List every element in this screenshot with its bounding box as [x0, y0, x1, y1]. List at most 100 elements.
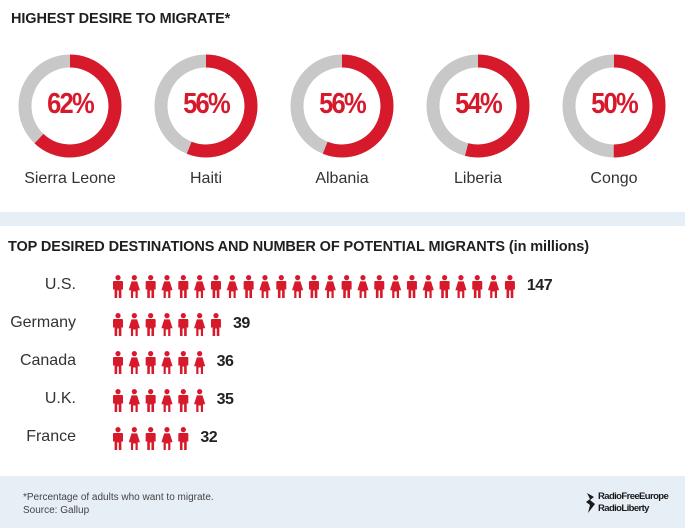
- pictogram-bar-3: [112, 389, 206, 413]
- person-icon: [194, 275, 206, 298]
- person-icon: [308, 275, 319, 298]
- donut-country-label: Sierra Leone: [24, 170, 116, 187]
- donut-arc-1: [154, 54, 258, 158]
- destination-label: France: [26, 428, 76, 445]
- donut-ring: [154, 54, 258, 158]
- donut-ring: [426, 54, 530, 158]
- migrant-count-label: 32: [200, 429, 218, 446]
- person-icon: [161, 427, 173, 450]
- person-icon: [341, 275, 352, 298]
- logo-text-line1: RadioFreeEurope: [598, 491, 669, 502]
- destination-label: U.S.: [44, 276, 76, 293]
- donut-country-label: Haiti: [189, 170, 222, 187]
- person-icon: [128, 275, 140, 298]
- donut-section-title: HIGHEST DESIRE TO MIGRATE*: [11, 11, 231, 27]
- rferl-logo: RadioFreeEurope RadioLiberty: [585, 489, 675, 521]
- person-icon: [145, 389, 156, 412]
- person-icon: [439, 275, 450, 298]
- person-icon: [128, 351, 140, 374]
- donut-2: 56%: [290, 54, 394, 158]
- person-icon: [194, 313, 206, 336]
- person-icon: [128, 427, 140, 450]
- person-icon: [259, 275, 271, 298]
- person-icon: [178, 275, 189, 298]
- pictogram-bar-4: [112, 427, 189, 451]
- destination-label: U.K.: [44, 390, 76, 407]
- destinations-panel: TOP DESIRED DESTINATIONS AND NUMBER OF P…: [0, 226, 685, 476]
- person-icon: [113, 389, 123, 412]
- source-note: Source: Gallup: [23, 505, 90, 516]
- person-icon: [226, 275, 238, 298]
- person-icon: [422, 275, 434, 298]
- donut-1: 56%: [154, 54, 258, 158]
- migrant-count-label: 36: [216, 353, 234, 370]
- donut-ring: [290, 54, 394, 158]
- person-icon: [292, 275, 304, 298]
- person-icon: [113, 427, 123, 450]
- donut-ring: [562, 54, 666, 158]
- logo-mark-icon: [586, 493, 595, 513]
- donut-4: 50%: [562, 54, 666, 158]
- migrant-count-label: 35: [216, 391, 234, 408]
- pictogram-bar-0: [112, 275, 516, 299]
- person-icon: [161, 351, 173, 374]
- person-icon: [504, 275, 515, 298]
- donut-country-label: Albania: [315, 170, 369, 187]
- donut-percent-label: 56%: [319, 88, 367, 120]
- donut-0: 62%: [18, 54, 122, 158]
- person-icon: [178, 313, 189, 336]
- donut-arc-3: [426, 54, 530, 158]
- donut-percent-label: 56%: [183, 88, 231, 120]
- pictogram-bar-1: [112, 313, 222, 337]
- person-icon: [210, 313, 221, 336]
- donut-country-label: Congo: [590, 170, 638, 187]
- person-icon: [357, 275, 369, 298]
- person-icon: [276, 275, 287, 298]
- person-icon: [178, 427, 189, 450]
- person-icon: [390, 275, 402, 298]
- person-icon: [145, 427, 156, 450]
- person-icon: [145, 351, 156, 374]
- donut-percent-label: 50%: [591, 88, 639, 120]
- pictogram-figures: [113, 427, 189, 450]
- person-icon: [243, 275, 254, 298]
- donut-percent-label: 62%: [47, 88, 95, 120]
- pictogram-figures: [113, 275, 515, 298]
- logo-text-line2: RadioLiberty: [598, 503, 649, 514]
- person-icon: [178, 351, 189, 374]
- pictogram-figures: [113, 351, 206, 374]
- person-icon: [128, 313, 140, 336]
- pictogram-section-title: TOP DESIRED DESTINATIONS AND NUMBER OF P…: [8, 239, 589, 255]
- pictogram-bar-2: [112, 351, 206, 375]
- person-icon: [178, 389, 189, 412]
- person-icon: [145, 313, 156, 336]
- donut-country-label: Liberia: [453, 170, 503, 187]
- person-icon: [455, 275, 467, 298]
- donut-3: 54%: [426, 54, 530, 158]
- migrant-count-label: 39: [232, 315, 250, 332]
- destination-label: Canada: [19, 352, 76, 369]
- person-icon: [194, 389, 206, 412]
- person-icon: [406, 275, 417, 298]
- footnote: *Percentage of adults who want to migrat…: [23, 492, 214, 503]
- person-icon: [374, 275, 385, 298]
- person-icon: [161, 275, 173, 298]
- pictogram-figures: [113, 313, 221, 336]
- person-icon: [113, 313, 123, 336]
- person-icon: [324, 275, 336, 298]
- donut-percent-label: 54%: [455, 88, 503, 120]
- donut-ring: [18, 54, 122, 158]
- donut-arc-4: [562, 54, 666, 158]
- person-icon: [161, 389, 173, 412]
- person-icon: [194, 351, 206, 374]
- person-icon: [472, 275, 483, 298]
- person-icon: [113, 275, 123, 298]
- person-icon: [145, 275, 156, 298]
- pictogram-figures: [113, 389, 206, 412]
- destination-label: Germany: [10, 314, 76, 331]
- donut-arc-0: [18, 54, 122, 158]
- person-icon: [161, 313, 173, 336]
- person-icon: [487, 275, 500, 298]
- migrant-count-label: 147: [526, 277, 553, 294]
- person-icon: [128, 389, 140, 412]
